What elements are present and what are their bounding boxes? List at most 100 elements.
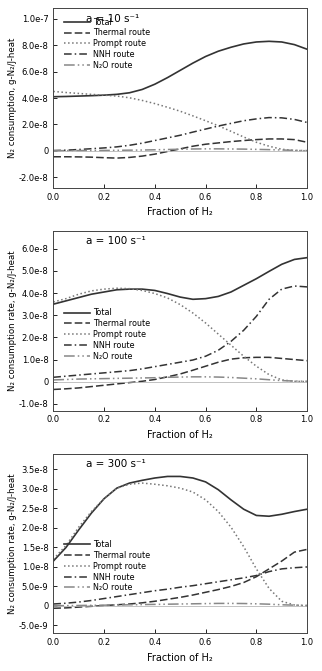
N₂O route <box>140 146 144 154</box>
Prompt route <box>305 378 309 386</box>
Thermal route <box>153 597 157 605</box>
NNH route <box>128 590 131 599</box>
Line: NNH route: NNH route <box>53 286 307 377</box>
Prompt route <box>305 147 309 155</box>
Thermal route <box>153 150 157 158</box>
Line: Prompt route: Prompt route <box>53 483 307 606</box>
N₂O route <box>90 601 93 609</box>
Thermal route <box>267 135 271 143</box>
Total <box>204 295 207 303</box>
N₂O route <box>191 373 195 381</box>
Line: Thermal route: Thermal route <box>53 139 307 158</box>
NNH route <box>305 563 309 571</box>
Total <box>229 496 233 504</box>
N₂O route <box>52 602 55 610</box>
N₂O route <box>178 145 182 153</box>
Prompt route <box>153 480 157 488</box>
Text: a = 100 s⁻¹: a = 100 s⁻¹ <box>86 236 146 246</box>
NNH route <box>267 295 271 303</box>
Total <box>254 38 258 46</box>
NNH route <box>153 136 157 144</box>
Thermal route <box>178 593 182 601</box>
Thermal route <box>204 362 207 370</box>
Prompt route <box>204 319 207 327</box>
N₂O route <box>216 599 220 607</box>
Thermal route <box>254 354 258 362</box>
NNH route <box>90 145 93 153</box>
Prompt route <box>64 541 68 550</box>
Total <box>216 486 220 494</box>
Prompt route <box>191 488 195 496</box>
Thermal route <box>254 136 258 144</box>
X-axis label: Fraction of H₂: Fraction of H₂ <box>147 430 213 440</box>
Thermal route <box>140 152 144 160</box>
NNH route <box>292 282 296 290</box>
NNH route <box>191 356 195 364</box>
Total <box>178 472 182 480</box>
Prompt route <box>280 145 284 153</box>
N₂O route <box>267 600 271 608</box>
Prompt route <box>140 287 144 295</box>
Thermal route <box>178 370 182 378</box>
NNH route <box>140 588 144 597</box>
Total <box>280 510 284 518</box>
NNH route <box>191 128 195 136</box>
Prompt route <box>166 103 169 111</box>
Total <box>229 43 233 51</box>
Prompt route <box>280 597 284 605</box>
N₂O route <box>229 145 233 153</box>
Total <box>267 512 271 520</box>
Thermal route <box>242 354 246 362</box>
N₂O route <box>204 600 207 608</box>
N₂O route <box>292 146 296 154</box>
N₂O route <box>166 600 169 608</box>
NNH route <box>52 373 55 381</box>
N₂O route <box>90 375 93 383</box>
Thermal route <box>128 600 131 608</box>
Thermal route <box>267 354 271 362</box>
NNH route <box>128 366 131 374</box>
N₂O route <box>64 146 68 154</box>
Total <box>153 80 157 88</box>
N₂O route <box>128 374 131 382</box>
Prompt route <box>242 543 246 551</box>
Thermal route <box>305 357 309 365</box>
N₂O route <box>305 377 309 385</box>
Text: a = 300 s⁻¹: a = 300 s⁻¹ <box>86 459 146 469</box>
Legend: Total, Thermal route, Prompt route, NNH route, N₂O route: Total, Thermal route, Prompt route, NNH … <box>62 16 152 71</box>
Thermal route <box>280 135 284 143</box>
Prompt route <box>204 117 207 125</box>
Thermal route <box>280 354 284 362</box>
N₂O route <box>254 600 258 608</box>
Total <box>166 289 169 297</box>
N₂O route <box>242 599 246 607</box>
N₂O route <box>102 146 106 154</box>
Prompt route <box>64 295 68 303</box>
Total <box>115 286 119 294</box>
Prompt route <box>216 330 220 338</box>
NNH route <box>254 572 258 580</box>
N₂O route <box>90 146 93 154</box>
Total <box>90 92 93 100</box>
Line: Total: Total <box>53 258 307 304</box>
Total <box>64 93 68 101</box>
N₂O route <box>267 376 271 384</box>
Total <box>77 92 80 100</box>
NNH route <box>229 576 233 584</box>
Total <box>178 293 182 301</box>
X-axis label: Fraction of H₂: Fraction of H₂ <box>147 653 213 663</box>
Prompt route <box>52 298 55 306</box>
Thermal route <box>77 603 80 611</box>
Prompt route <box>153 99 157 107</box>
Total <box>191 295 195 303</box>
Total <box>191 474 195 482</box>
N₂O route <box>216 373 220 381</box>
Thermal route <box>229 355 233 363</box>
Line: Thermal route: Thermal route <box>53 550 307 609</box>
NNH route <box>191 582 195 590</box>
Line: Total: Total <box>53 42 307 97</box>
NNH route <box>166 360 169 368</box>
N₂O route <box>77 146 80 154</box>
Total <box>254 274 258 282</box>
N₂O route <box>153 146 157 154</box>
